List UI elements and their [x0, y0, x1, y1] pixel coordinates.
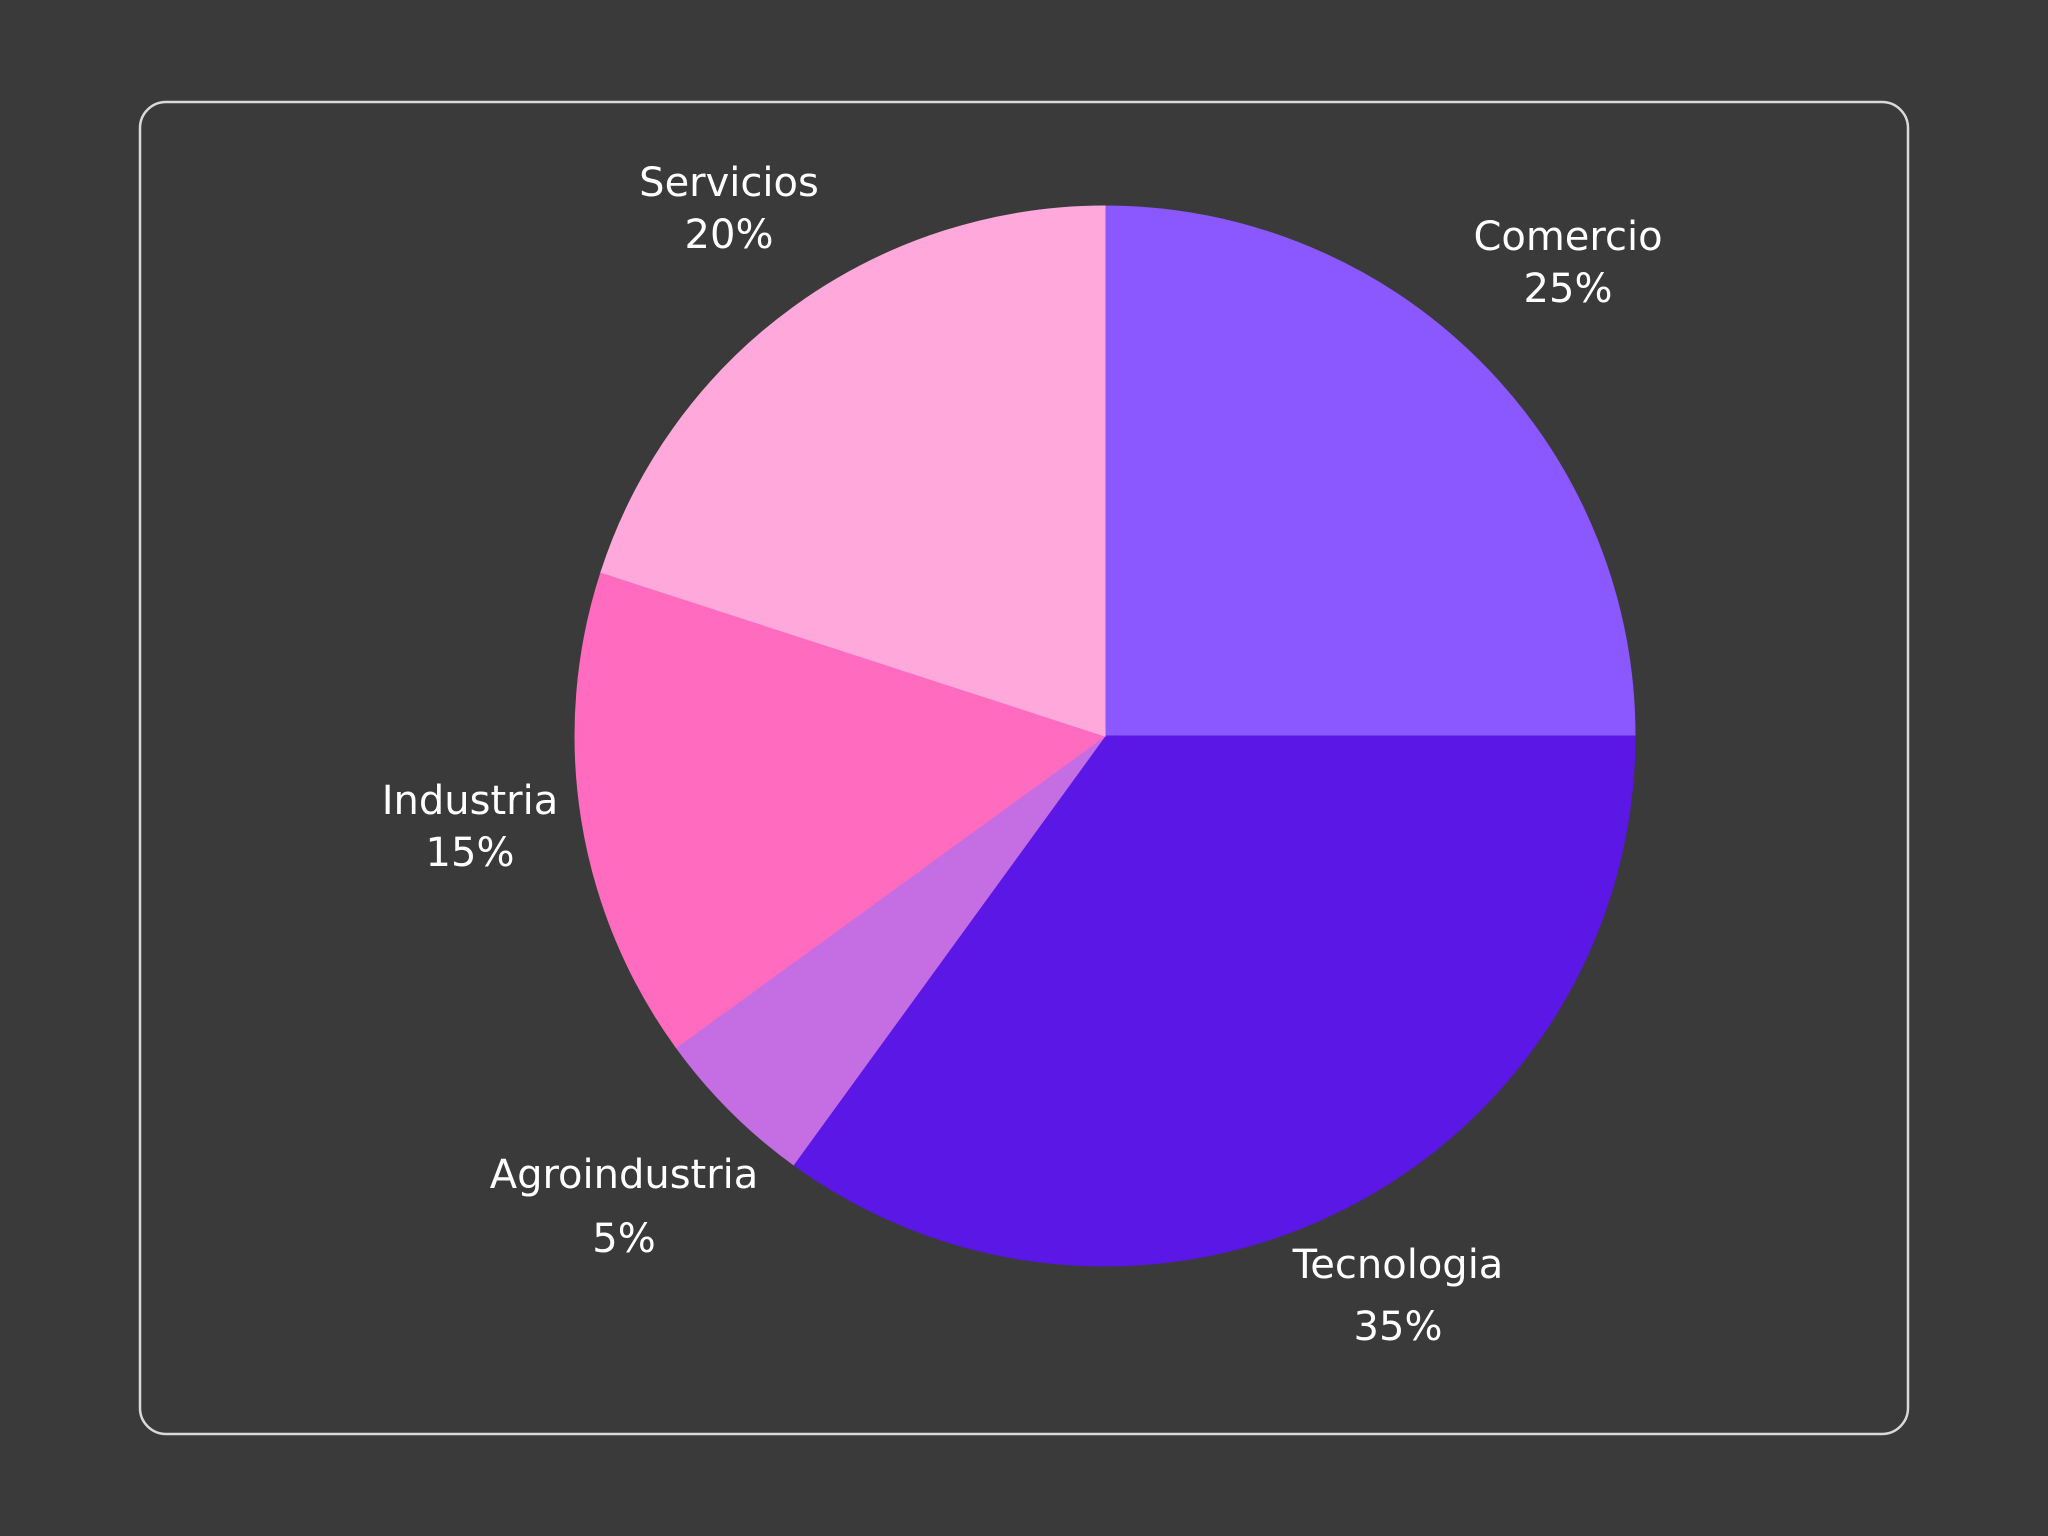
- pie-slice-tecnologia: [792, 735, 1636, 1267]
- slice-value-industria: 15%: [426, 830, 515, 876]
- slice-value-comercio: 25%: [1524, 266, 1613, 312]
- pie-slice-agroindustria: [675, 735, 1106, 1166]
- pie-slice-comercio: [1104, 205, 1636, 737]
- pie-slice-servicios: [600, 205, 1106, 737]
- slice-label-industria: Industria: [382, 778, 558, 824]
- slice-label-agroindustria: Agroindustria: [490, 1152, 759, 1198]
- slice-label-comercio: Comercio: [1473, 214, 1662, 260]
- slice-label-tecnologia: Tecnologia: [1292, 1242, 1504, 1288]
- pie-labels: Comercio 25% Tecnologia 35% Agroindustria 5% I…: [382, 160, 1663, 1350]
- slice-value-agroindustria: 5%: [592, 1216, 655, 1262]
- chart-frame: [138, 100, 1910, 1436]
- pie-slices: [574, 205, 1636, 1267]
- slice-label-servicios: Servicios: [639, 160, 819, 206]
- slice-value-tecnologia: 35%: [1354, 1304, 1443, 1350]
- slice-value-servicios: 20%: [685, 212, 774, 258]
- pie-slice-industria: [574, 571, 1107, 1049]
